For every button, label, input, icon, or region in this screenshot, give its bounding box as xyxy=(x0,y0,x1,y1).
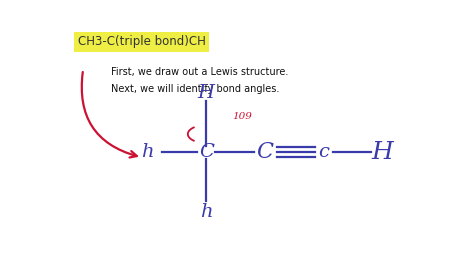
Text: CH3-C(triple bond)CH: CH3-C(triple bond)CH xyxy=(78,35,206,48)
Text: H: H xyxy=(372,141,393,164)
Text: H: H xyxy=(198,84,215,102)
Text: First, we draw out a Lewis structure.: First, we draw out a Lewis structure. xyxy=(110,67,288,77)
Text: C: C xyxy=(199,143,214,161)
Text: h: h xyxy=(200,203,212,221)
Text: C: C xyxy=(256,141,273,163)
Text: h: h xyxy=(141,143,154,161)
Text: c: c xyxy=(319,143,329,161)
Text: 109: 109 xyxy=(232,112,252,121)
Text: Next, we will identify bond angles.: Next, we will identify bond angles. xyxy=(110,84,279,94)
